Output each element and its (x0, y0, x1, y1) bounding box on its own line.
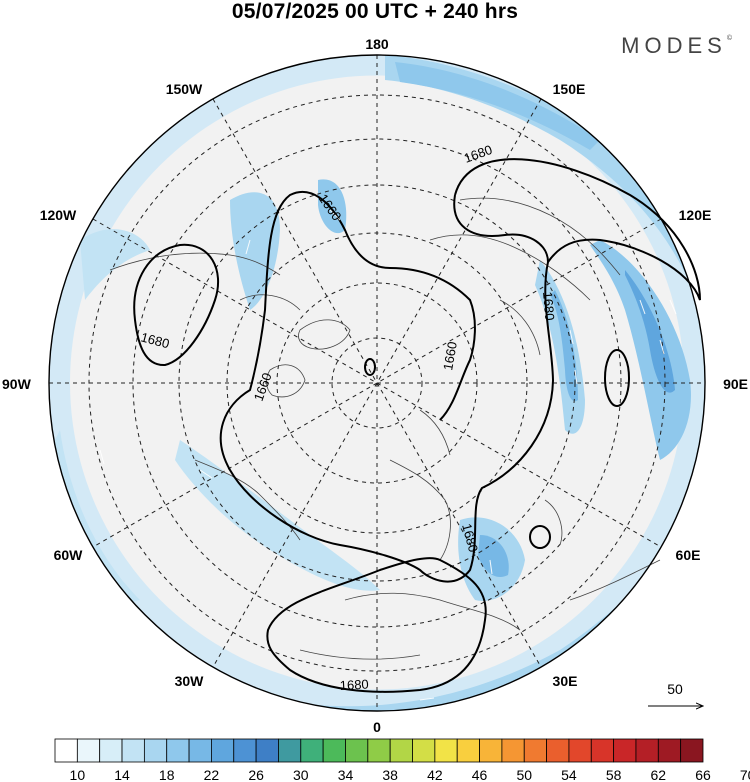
colorbar-tick-label: 62 (651, 767, 667, 782)
lon-label-upper-left: 150W (166, 81, 203, 97)
colorbar: 10 14 18 22 26 30 34 38 42 46 50 54 58 62 66 70 (54, 738, 750, 782)
colorbar-swatch (613, 738, 637, 763)
colorbar-swatch (300, 738, 324, 763)
colorbar-swatch (367, 738, 391, 763)
lon-label-upper-right: 150E (553, 81, 586, 97)
lon-label-mid-upper-right: 120E (679, 207, 712, 223)
brand-text: MODES (621, 33, 727, 58)
colorbar-swatch (143, 738, 168, 763)
globe-outline (48, 54, 706, 712)
colorbar-swatch (278, 738, 302, 763)
wind-speed-shading (49, 55, 705, 711)
contour-label: 1680 (139, 329, 171, 351)
lon-label-mid-lower-left: 60W (54, 547, 84, 563)
colorbar-tick-label: 70 (740, 767, 750, 782)
colorbar-swatch (680, 738, 704, 763)
colorbar-swatch (389, 738, 413, 763)
colorbar-swatch (345, 738, 369, 763)
colorbar-swatch (523, 738, 547, 763)
colorbar-tick-label: 46 (472, 767, 488, 782)
colorbar-swatch (434, 738, 458, 763)
lon-label-lower-left: 30W (175, 673, 205, 689)
wind-reference-label: 50 (667, 681, 683, 697)
colorbar-swatch (456, 738, 480, 763)
colorbar-tick-label: 26 (248, 767, 264, 782)
colorbar-swatch (501, 738, 525, 763)
colorbar-tick-label: 10 (70, 767, 86, 782)
colorbar-tick-label: 38 (382, 767, 398, 782)
height-contours (133, 158, 701, 693)
map-title: 05/07/2025 00 UTC + 240 hrs (231, 0, 519, 23)
lon-label-bottom: 0 (373, 719, 381, 735)
colorbar-swatch (76, 738, 101, 763)
lon-label-left: 90W (2, 376, 32, 392)
contour-label: 1680 (540, 291, 557, 321)
colorbar-tick-label: 54 (561, 767, 577, 782)
colorbar-swatch (635, 738, 659, 763)
colorbar-tick-label: 66 (695, 767, 711, 782)
lon-label-lower-right: 30E (553, 673, 578, 689)
wind-arrows (99, 74, 677, 701)
colorbar-swatch (412, 738, 436, 763)
colorbar-swatch (322, 738, 346, 763)
lon-label-mid-upper-left: 120W (40, 207, 77, 223)
colorbar-tick-label: 58 (606, 767, 622, 782)
colorbar-swatch (546, 738, 570, 763)
lon-label-mid-lower-right: 60E (676, 547, 701, 563)
brand-logo: MODES© (621, 33, 732, 59)
brand-mark: © (726, 35, 732, 42)
colorbar-swatch (233, 738, 257, 763)
colorbar-swatch (121, 738, 145, 763)
colorbar-swatch (211, 738, 235, 763)
colorbar-swatch (568, 738, 592, 763)
colorbar-swatch (255, 738, 279, 763)
coastlines (109, 197, 661, 660)
colorbar-tick-label: 30 (293, 767, 309, 782)
wind-reference: 50 (648, 681, 703, 706)
colorbar-tick-label: 18 (159, 767, 175, 782)
contour-label: 1680 (339, 677, 369, 693)
graticule (49, 55, 705, 711)
colorbar-tick-label: 50 (516, 767, 532, 782)
colorbar-swatch (99, 738, 123, 763)
contour-label: 1680 (459, 522, 481, 554)
colorbar-swatch (590, 738, 615, 763)
lon-label-right: 90E (723, 376, 748, 392)
colorbar-tick-label: 22 (204, 767, 220, 782)
colorbar-swatch (657, 738, 682, 763)
lon-label-top: 180 (365, 36, 389, 52)
colorbar-swatch (54, 738, 78, 763)
colorbar-swatch (166, 738, 190, 763)
contour-label: 1660 (440, 340, 460, 371)
colorbar-tick-label: 14 (114, 767, 130, 782)
colorbar-swatch (479, 738, 503, 763)
colorbar-tick-label: 34 (338, 767, 354, 782)
colorbar-tick-label: 42 (427, 767, 443, 782)
colorbar-swatch (188, 738, 212, 763)
